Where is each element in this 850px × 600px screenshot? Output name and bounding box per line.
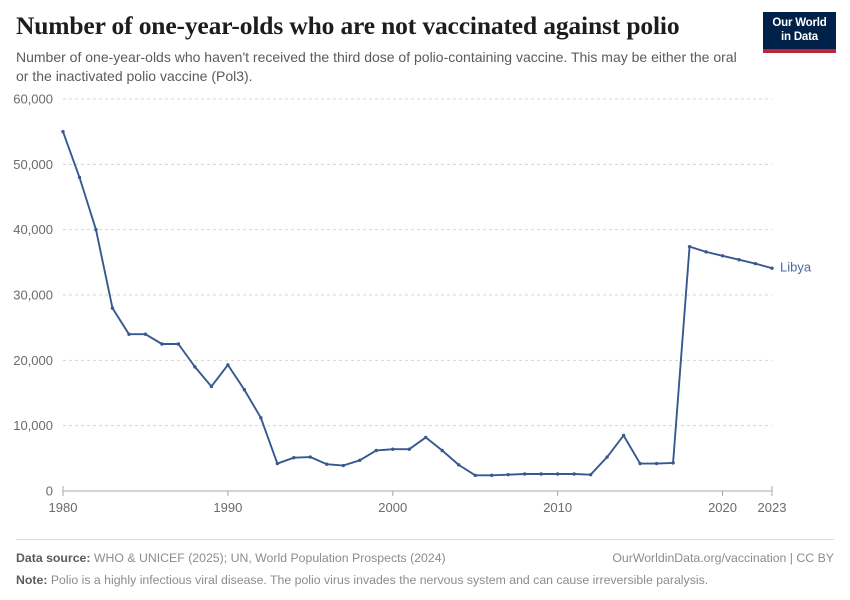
data-point[interactable] xyxy=(275,462,280,466)
series-labels[interactable]: Libya xyxy=(780,260,812,275)
data-point[interactable] xyxy=(770,266,774,271)
page-title: Number of one-year-olds who are not vacc… xyxy=(16,11,680,40)
data-point[interactable] xyxy=(539,472,543,477)
y-axis-labels: 0 10,000 20,000 30,000 40,000 50,000 60,000 xyxy=(13,92,53,499)
y-axis-tick-label: 0 xyxy=(46,484,53,499)
chart-header: Number of one-year-olds who are not vacc… xyxy=(0,0,850,87)
y-axis-tick-label: 50,000 xyxy=(13,157,53,172)
owid-logo-line2: in Data xyxy=(781,30,818,43)
data-point[interactable] xyxy=(671,461,675,465)
data-point[interactable] xyxy=(110,306,115,311)
data-point[interactable] xyxy=(572,472,576,477)
data-series[interactable] xyxy=(61,130,774,478)
line-chart-svg[interactable]: 0 10,000 20,000 30,000 40,000 50,000 60,000 19… xyxy=(0,87,850,527)
data-point[interactable] xyxy=(226,363,230,367)
data-point[interactable] xyxy=(127,332,131,337)
x-axis-tick-label: 1990 xyxy=(213,500,242,515)
chart-note: Note: Polio is a highly infectious viral… xyxy=(16,571,834,590)
data-point[interactable] xyxy=(687,245,692,249)
data-point[interactable] xyxy=(374,449,378,453)
data-point[interactable] xyxy=(638,462,642,466)
data-point[interactable] xyxy=(242,388,247,392)
gridlines xyxy=(63,98,772,492)
y-axis-tick-label: 10,000 xyxy=(13,418,53,433)
data-point[interactable] xyxy=(292,456,296,460)
x-axis-tick-label: 2020 xyxy=(708,500,737,515)
x-axis-tick-label: 2010 xyxy=(543,500,572,515)
data-point[interactable] xyxy=(94,228,98,232)
footer-link[interactable]: OurWorldinData.org/vaccination | CC BY xyxy=(612,550,834,565)
data-point[interactable] xyxy=(720,254,725,258)
data-point[interactable] xyxy=(176,342,181,346)
data-point[interactable] xyxy=(753,262,758,266)
note-label: Note: xyxy=(16,572,48,587)
owid-logo[interactable]: Our World in Data xyxy=(763,12,836,54)
data-source-label: Data source: xyxy=(16,550,91,565)
data-point[interactable] xyxy=(506,473,510,477)
data-point[interactable] xyxy=(737,258,741,262)
x-axis-tick-label: 2000 xyxy=(378,500,407,515)
data-point[interactable] xyxy=(407,447,411,452)
x-axis-labels: 1980 1990 2000 2010 2020 2023 xyxy=(49,486,787,515)
data-point[interactable] xyxy=(473,473,477,478)
data-point[interactable] xyxy=(704,250,708,254)
data-point[interactable] xyxy=(555,472,560,477)
data-point[interactable] xyxy=(308,455,313,460)
owid-logo-line1: Our World xyxy=(772,17,827,29)
data-point[interactable] xyxy=(209,385,214,389)
data-point[interactable] xyxy=(358,458,362,463)
plot-area[interactable]: 0 10,000 20,000 30,000 40,000 50,000 60,000 19… xyxy=(0,87,850,539)
data-point[interactable] xyxy=(621,434,626,438)
data-point[interactable] xyxy=(325,462,329,467)
data-point[interactable] xyxy=(490,473,494,478)
chart-footer: Data source: WHO & UNICEF (2025); UN, Wo… xyxy=(16,538,834,600)
chart-subtitle: Number of one-year-olds who haven't rece… xyxy=(16,48,737,85)
data-point[interactable] xyxy=(522,472,527,477)
data-point[interactable] xyxy=(424,436,428,440)
data-point[interactable] xyxy=(341,464,345,468)
data-point[interactable] xyxy=(259,416,263,420)
data-point[interactable] xyxy=(588,473,593,477)
data-point[interactable] xyxy=(143,332,148,337)
series-line-libya[interactable] xyxy=(62,131,773,477)
y-axis-tick-label: 30,000 xyxy=(13,288,53,303)
data-point[interactable] xyxy=(160,342,164,346)
data-point[interactable] xyxy=(77,175,82,180)
data-point[interactable] xyxy=(605,455,609,460)
x-axis-tick-label: 2023 xyxy=(758,500,787,515)
y-axis-tick-label: 60,000 xyxy=(13,92,53,107)
data-point[interactable] xyxy=(654,462,659,466)
series-label-libya[interactable]: Libya xyxy=(780,260,812,275)
data-point[interactable] xyxy=(61,130,65,134)
data-point[interactable] xyxy=(391,447,395,452)
data-point[interactable] xyxy=(440,449,444,453)
data-point[interactable] xyxy=(193,365,197,369)
data-source: Data source: WHO & UNICEF (2025); UN, Wo… xyxy=(16,549,446,568)
y-axis-tick-label: 40,000 xyxy=(13,222,53,237)
note-text: Polio is a highly infectious viral disea… xyxy=(47,572,709,587)
x-axis-tick-label: 1980 xyxy=(49,500,78,515)
data-source-text: WHO & UNICEF (2025); UN, World Populatio… xyxy=(90,550,446,565)
y-axis-tick-label: 20,000 xyxy=(13,353,53,368)
data-point[interactable] xyxy=(457,463,461,467)
